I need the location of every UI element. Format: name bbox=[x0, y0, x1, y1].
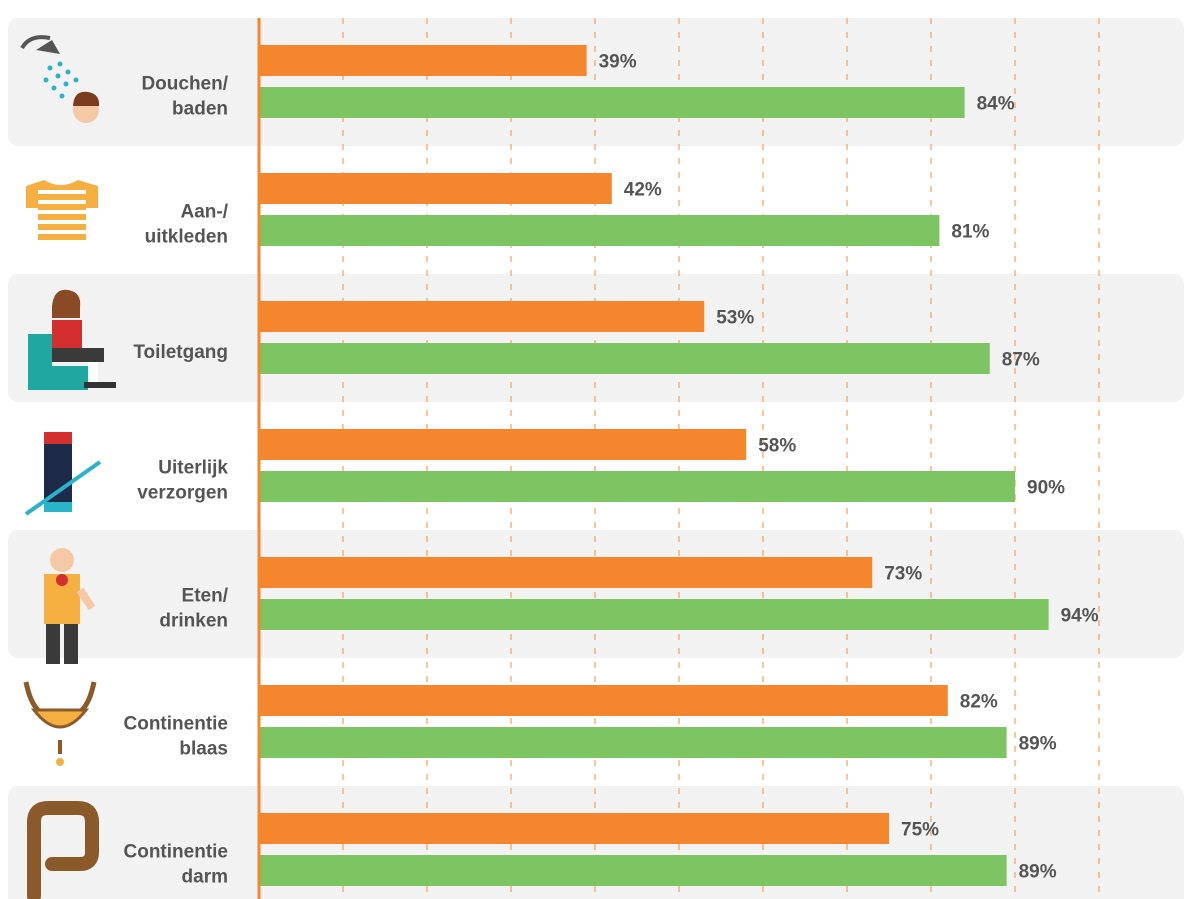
person-on-toilet-icon bbox=[28, 289, 116, 390]
bar bbox=[259, 429, 747, 460]
category-labels: Douchen/baden Aan-/uitkleden Toiletgang Uit… bbox=[124, 74, 229, 888]
striped-shirt-icon bbox=[26, 180, 98, 244]
bar bbox=[259, 301, 705, 332]
intestine-icon bbox=[27, 801, 99, 899]
toothpaste-icon bbox=[24, 432, 102, 516]
value-label: 73% bbox=[884, 564, 922, 585]
bar bbox=[259, 599, 1049, 630]
shower-icon bbox=[20, 35, 100, 123]
category-label: Uiterlijk verzorgen bbox=[137, 458, 228, 504]
category-label: Douchen/baden bbox=[141, 74, 228, 120]
value-label: 75% bbox=[901, 820, 939, 841]
bar bbox=[259, 343, 990, 374]
bar bbox=[259, 557, 873, 588]
value-label: 53% bbox=[716, 308, 754, 329]
value-label: 94% bbox=[1061, 606, 1099, 627]
category-label: Continentie darm bbox=[124, 842, 229, 888]
value-labels: 39% 42% 53% 58% 73% 82% 75% 84% 81% 87% 90% 94% 89% 8… bbox=[599, 52, 1099, 883]
value-label: 81% bbox=[951, 222, 989, 243]
bars bbox=[259, 45, 1049, 886]
category-label: Continentie blaas bbox=[124, 714, 229, 760]
bar bbox=[259, 813, 889, 844]
category-icons bbox=[20, 35, 116, 899]
value-label: 87% bbox=[1002, 350, 1040, 371]
bar bbox=[259, 471, 1015, 502]
row-band bbox=[8, 274, 1184, 402]
bar bbox=[259, 215, 940, 246]
category-label: Aan-/uitkleden bbox=[145, 202, 229, 248]
person-eating-icon bbox=[44, 548, 96, 664]
value-label: 39% bbox=[599, 52, 637, 73]
bar bbox=[259, 87, 965, 118]
value-label: 58% bbox=[758, 436, 796, 457]
bar bbox=[259, 45, 587, 76]
value-label: 42% bbox=[624, 180, 662, 201]
bar bbox=[259, 685, 948, 716]
bar bbox=[259, 855, 1007, 886]
bar bbox=[259, 173, 612, 204]
bladder-icon bbox=[23, 681, 97, 766]
value-label: 90% bbox=[1027, 478, 1065, 499]
bar bbox=[259, 727, 1007, 758]
value-label: 89% bbox=[1019, 734, 1057, 755]
value-label: 84% bbox=[977, 94, 1015, 115]
value-label: 82% bbox=[960, 692, 998, 713]
value-label: 89% bbox=[1019, 862, 1057, 883]
category-label: Toiletgang bbox=[133, 342, 228, 363]
category-label: Eten/drinken bbox=[159, 586, 228, 632]
